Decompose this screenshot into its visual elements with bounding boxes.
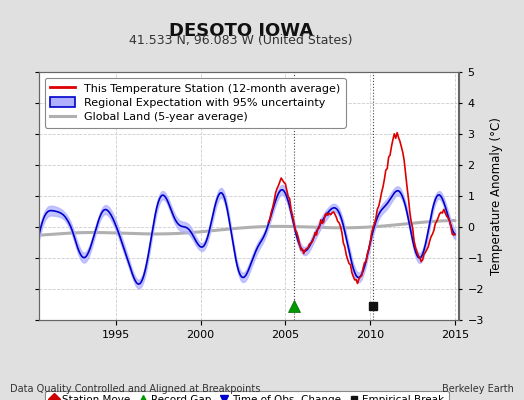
Text: DESOTO IOWA: DESOTO IOWA bbox=[169, 22, 313, 40]
Text: 41.533 N, 96.083 W (United States): 41.533 N, 96.083 W (United States) bbox=[129, 34, 353, 47]
Legend: Station Move, Record Gap, Time of Obs. Change, Empirical Break: Station Move, Record Gap, Time of Obs. C… bbox=[45, 391, 449, 400]
Text: Data Quality Controlled and Aligned at Breakpoints: Data Quality Controlled and Aligned at B… bbox=[10, 384, 261, 394]
Y-axis label: Temperature Anomaly (°C): Temperature Anomaly (°C) bbox=[489, 117, 503, 275]
Text: Berkeley Earth: Berkeley Earth bbox=[442, 384, 514, 394]
